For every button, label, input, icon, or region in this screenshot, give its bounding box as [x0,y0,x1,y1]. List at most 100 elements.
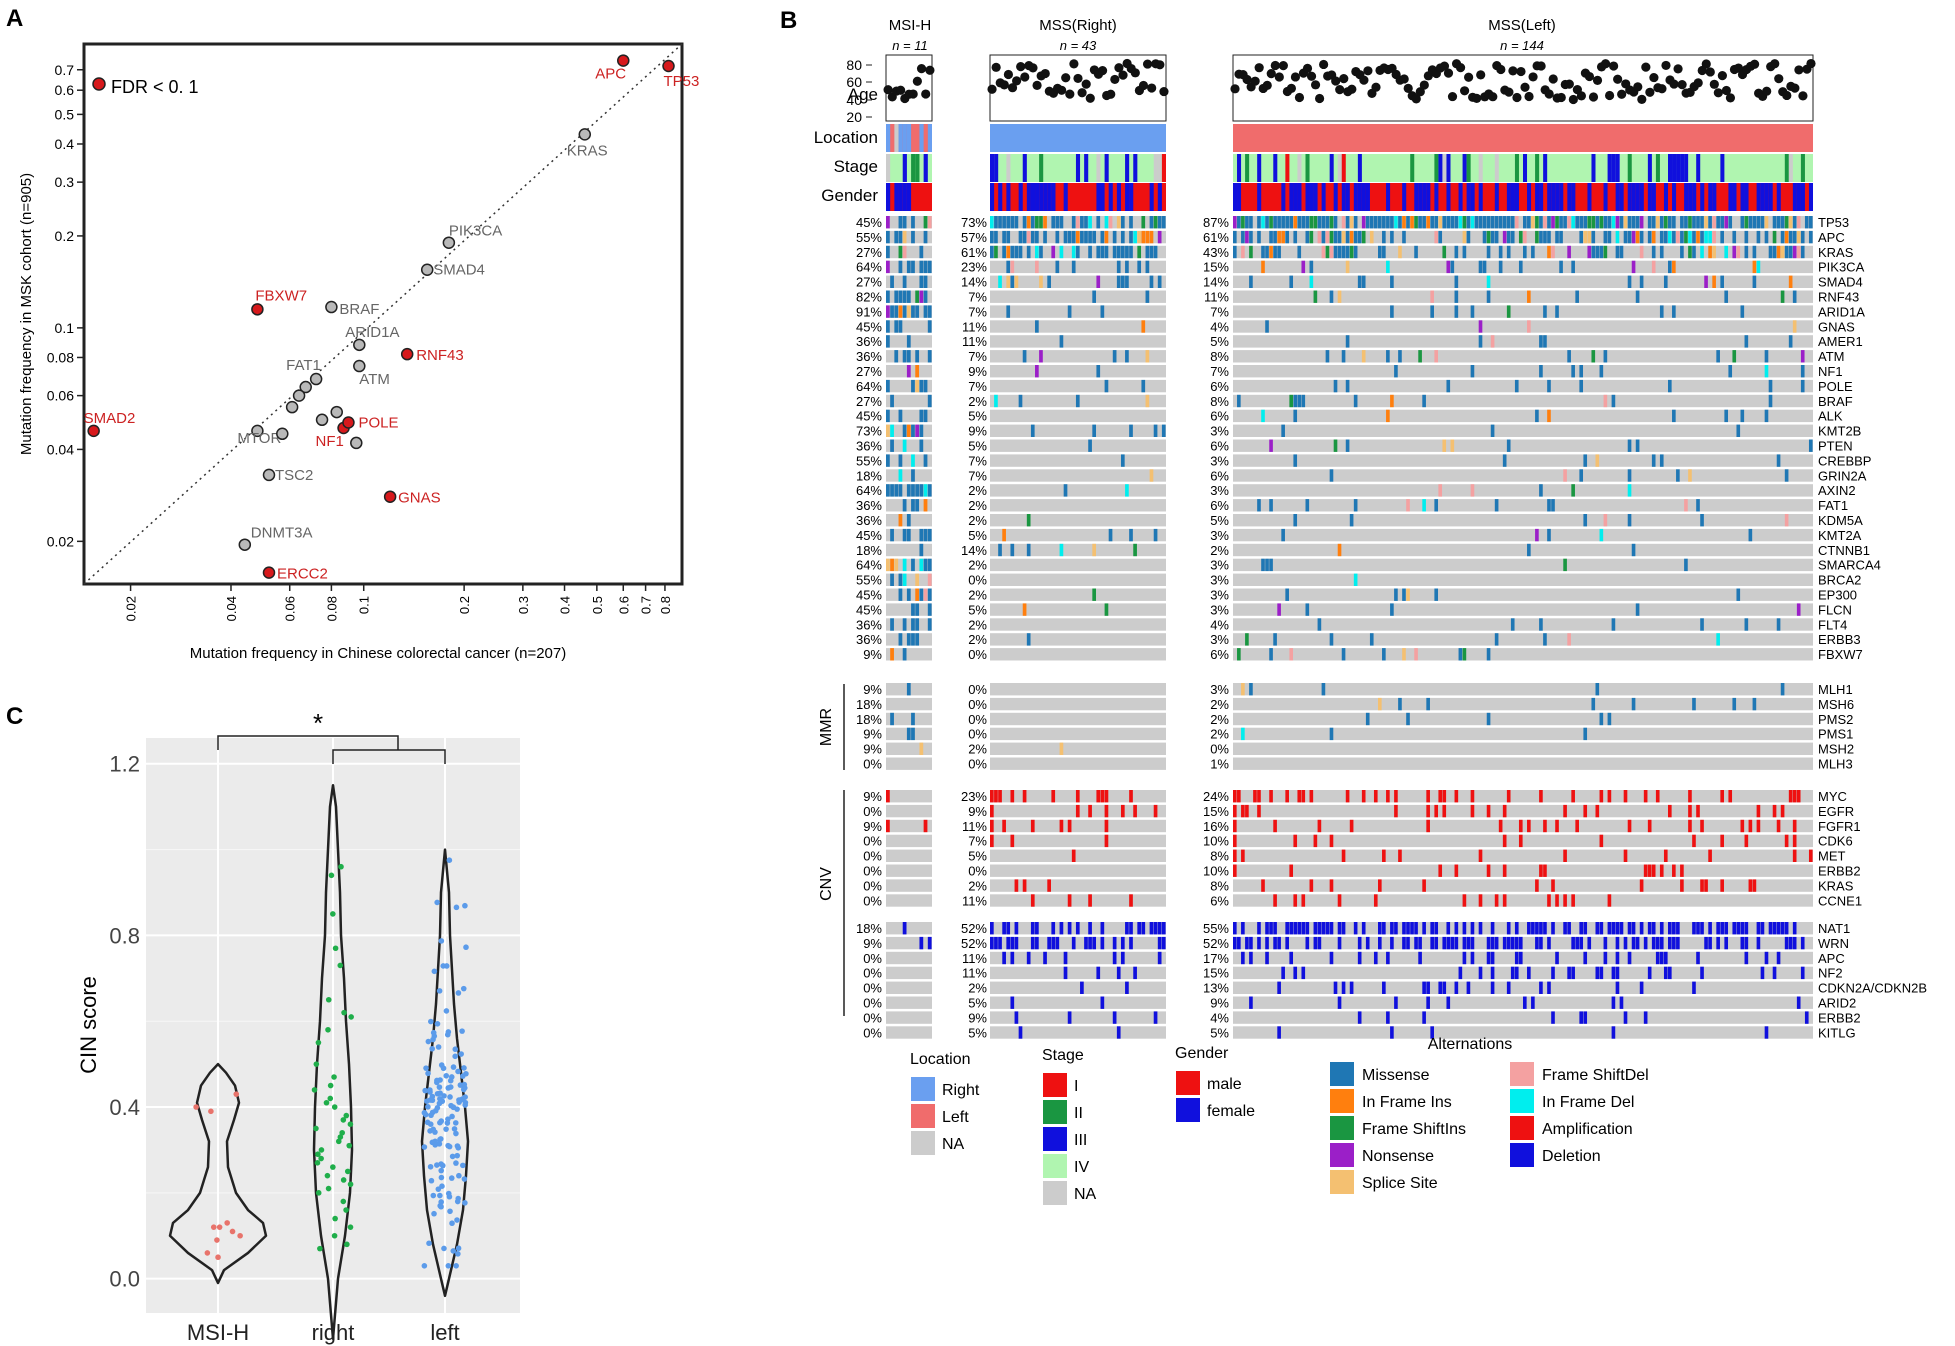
alteration-cell [886,424,890,437]
point-label: MTOR [237,430,281,447]
alteration-cell [1583,804,1588,818]
percent-label: 7% [968,349,987,364]
violin-point [430,1192,437,1199]
alteration-cell [1700,618,1704,631]
alteration-cell [1406,936,1410,950]
gender-cell [1506,183,1511,211]
alteration-cell [1438,981,1443,994]
age-dot [1806,58,1816,69]
percent-label: 4% [1210,1010,1229,1025]
alteration-cell [1438,230,1443,244]
x-tick-label: 0.5 [590,596,605,614]
age-dot [1600,59,1611,69]
percent-label: 15% [1203,966,1229,981]
alteration-cell [1293,966,1298,980]
gene-row-background [990,528,1166,542]
alteration-cell [1466,216,1471,229]
alteration-cell [1466,981,1471,994]
alteration-cell [1096,365,1101,378]
alteration-cell [1700,216,1704,229]
alteration-cell [1454,922,1459,935]
alteration-cell [1623,216,1628,229]
percent-label: 4% [1210,319,1229,334]
violin-point [452,1046,459,1053]
alteration-cell [1325,216,1330,229]
alteration-cell [1317,936,1322,950]
location-cell [927,124,932,152]
alteration-cell [1269,922,1273,935]
gene-row-background [886,573,932,586]
gender-cell [1688,183,1693,211]
alteration-cell [1623,1011,1628,1024]
gender-cell [1619,183,1624,211]
percent-label: 0% [863,1010,882,1025]
percent-label: 0% [968,712,987,727]
violin-point [327,1082,334,1089]
percent-label: 0% [968,573,987,588]
y-tick-label: 0.08 [47,349,74,365]
gender-cell [894,183,899,211]
point-label: NF1 [316,433,344,450]
alteration-cell [1096,245,1101,259]
violin-point [430,1126,437,1133]
alteration-cell [1704,936,1708,950]
gene-row-background [990,290,1166,303]
alteration-cell [1676,922,1680,935]
alteration-cell [1547,981,1551,994]
legend-alteration-swatch [1330,1062,1354,1086]
alteration-cell [1378,936,1382,950]
alteration-cell [1345,230,1350,244]
alteration-cell [1446,936,1451,950]
violin-point [434,1079,440,1086]
alteration-cell [1269,558,1273,572]
alteration-cell [1510,966,1515,980]
stage-cell [1523,154,1528,182]
alteration-cell [1527,966,1531,980]
alteration-cell [1800,379,1805,393]
alteration-cell [1688,790,1692,803]
age-dot [1065,89,1075,99]
alteration-cell [1002,922,1006,935]
alteration-cell [1153,922,1158,935]
point-label: BRAF [339,301,379,318]
y-tick-label: 0.6 [55,82,75,98]
alteration-cell [1740,936,1745,950]
alteration-cell [1125,260,1129,274]
alteration-cell [1543,633,1547,646]
age-dot [1713,88,1723,98]
alteration-cell [1583,216,1588,229]
alteration-cell [1075,245,1080,259]
percent-label: 73% [856,424,882,439]
alteration-cell [1607,712,1612,726]
alteration-cell [919,742,924,755]
alteration-cell [994,936,998,950]
alteration-cell [1663,966,1668,980]
gender-cell [1764,183,1769,211]
alteration-cell [1293,514,1298,527]
alteration-cell [1006,216,1011,229]
legend-gender-swatch [1176,1098,1200,1122]
gene-row-background [886,454,932,467]
percent-label: 45% [856,319,882,334]
stage-cell [1434,154,1439,182]
violin-point [347,1224,354,1230]
gender-cell [1149,183,1154,211]
percent-label: 0% [968,697,987,712]
percent-label: 3% [1210,483,1229,498]
location-cell [902,124,907,152]
alteration-cell [1233,834,1237,848]
stage-cell [1273,154,1278,182]
alteration-cell [1543,216,1547,229]
alteration-cell [1502,804,1507,818]
age-dot [916,64,927,74]
alteration-cell [1080,230,1084,244]
alteration-cell [1265,936,1269,950]
y-axis-title: Mutation frequency in MSK cohort (n=905) [18,173,35,455]
alteration-cell [1692,245,1696,259]
percent-label: 6% [1210,439,1229,454]
gene-label: KMT2A [1818,528,1862,543]
alteration-cell [1454,864,1459,877]
alteration-cell [1784,230,1789,244]
panel-letter-b: B [780,7,797,34]
alteration-cell [1084,230,1088,244]
